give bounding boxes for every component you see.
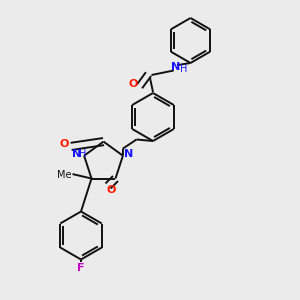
Text: N: N [72, 149, 81, 159]
Text: H: H [180, 64, 188, 74]
Text: Me: Me [57, 170, 72, 181]
Text: O: O [60, 139, 69, 149]
Text: N: N [171, 62, 180, 73]
Text: O: O [129, 79, 138, 89]
Text: H: H [79, 149, 86, 159]
Text: N: N [124, 149, 133, 159]
Text: F: F [77, 262, 85, 273]
Text: O: O [106, 184, 116, 195]
